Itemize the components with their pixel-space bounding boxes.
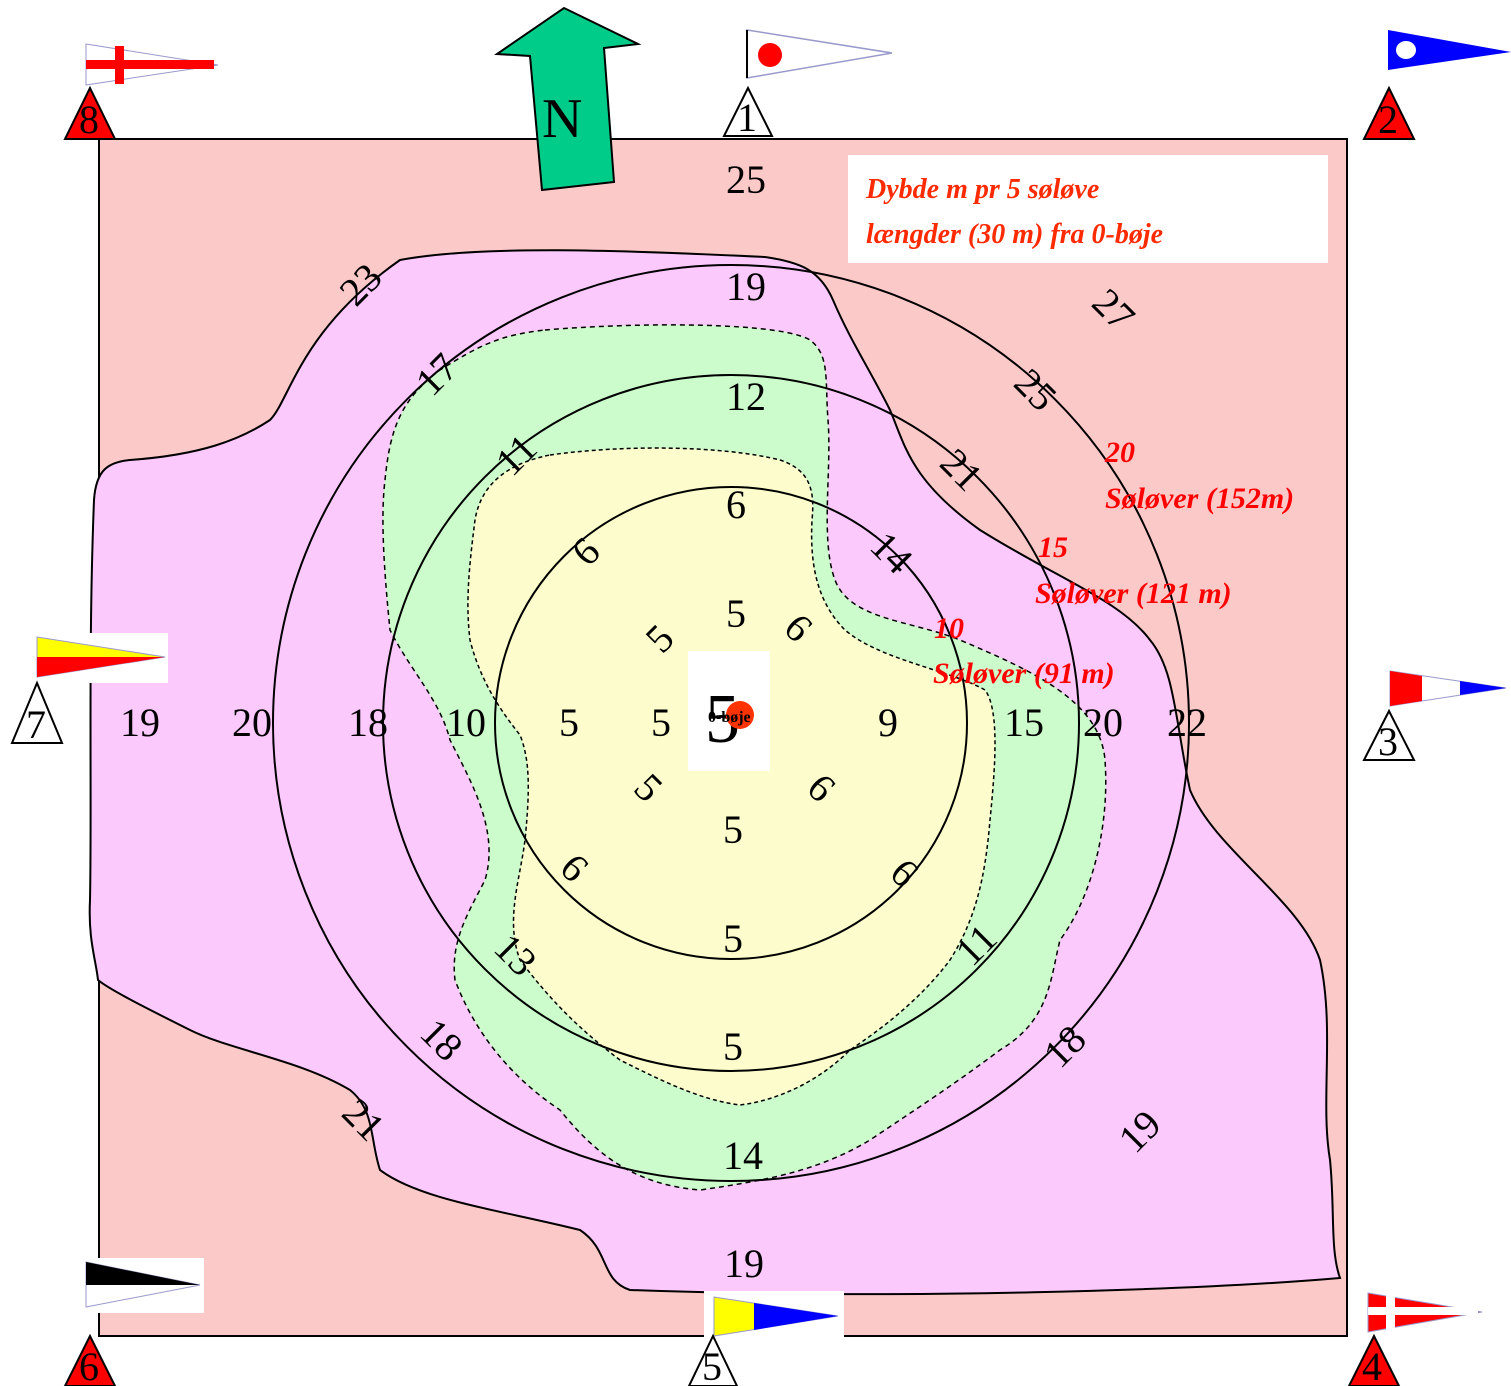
depth-value: 10 [446,700,486,745]
ring-10-soloever [494,486,968,960]
svg-text:5: 5 [702,1344,722,1386]
ring-label-10-num: 10 [934,612,964,645]
depth-value: 19 [724,1241,764,1286]
buoy-1: 1 [722,29,893,140]
legend-box [848,155,1328,263]
zero-buoy-marker [726,701,754,729]
legend-line-2: længder (30 m) fra 0-bøje [866,219,1163,250]
depth-value: 22 [1167,700,1207,745]
buoy-6: 6 [63,1258,204,1386]
depth-zone-10 [467,447,996,1106]
depth-value: 18 [348,700,388,745]
buoy-triangle-white [687,1333,739,1386]
buoy-4: 4 [1347,1292,1483,1386]
ring-20-soloever [272,264,1190,1182]
depth-value: 25 [726,157,766,202]
north-label: N [542,88,582,150]
depth-value: 9 [878,700,898,745]
svg-text:3: 3 [1378,719,1398,764]
depth-value: 19 [120,700,160,745]
buoy-2: 2 [1362,30,1511,142]
buoy-triangle-red [1362,85,1416,140]
buoy-8: 8 [63,43,219,142]
depth-value: 5 [723,807,743,852]
depth-value: 20 [1083,700,1123,745]
svg-text:6: 6 [79,1344,99,1386]
ring-label-15-num: 15 [1038,531,1068,564]
depth-value: 15 [1004,700,1044,745]
buoy-triangle-red [1347,1333,1401,1386]
depth-value: 5 [559,700,579,745]
depth-value: 19 [726,264,766,309]
svg-text:2: 2 [1378,97,1398,142]
buoy-triangle-red [63,1333,117,1386]
ring-label-20-num: 20 [1104,436,1135,469]
depth-value: 5 [723,1024,743,1069]
depth-value: 6 [726,482,746,527]
pennant-blue-white-dot-icon [1388,30,1511,70]
depth-value: 14 [723,1133,763,1178]
svg-text:7: 7 [26,702,46,747]
svg-text:8: 8 [79,97,99,142]
svg-text:1: 1 [737,95,757,140]
legend-line-1: Dybde m pr 5 søløve [865,174,1099,205]
buoy-triangle-white [722,85,774,137]
ring-label-20-text: Søløver (152m) [1105,482,1294,515]
ring-label-15-text: Søløver (121 m) [1035,577,1232,610]
zero-buoy: 5 0-bøje [688,651,770,771]
svg-text:4: 4 [1362,1344,1382,1386]
depth-value: 5 [726,591,746,636]
buoy-triangle-white [10,680,64,744]
zero-buoy-label: 0-bøje [708,709,751,726]
buoy-triangle-white [1362,708,1416,761]
buoy-3: 3 [1362,670,1507,764]
buoy-5: 5 [687,1291,844,1386]
ring-label-10-text: Søløver (91 m) [933,657,1115,690]
buoy-7: 7 [10,633,168,747]
depth-value: 5 [651,700,671,745]
ring-15-soloever [382,374,1080,1072]
depth-value: 5 [723,916,743,961]
north-arrow: N [494,6,642,192]
buoy-triangle-red [63,85,117,140]
depth-value: 12 [726,374,766,419]
depth-value: 20 [232,700,272,745]
